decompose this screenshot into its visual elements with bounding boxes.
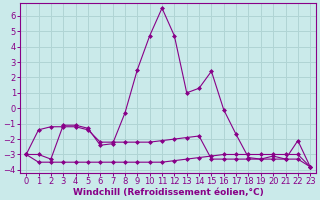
X-axis label: Windchill (Refroidissement éolien,°C): Windchill (Refroidissement éolien,°C) (73, 188, 264, 197)
